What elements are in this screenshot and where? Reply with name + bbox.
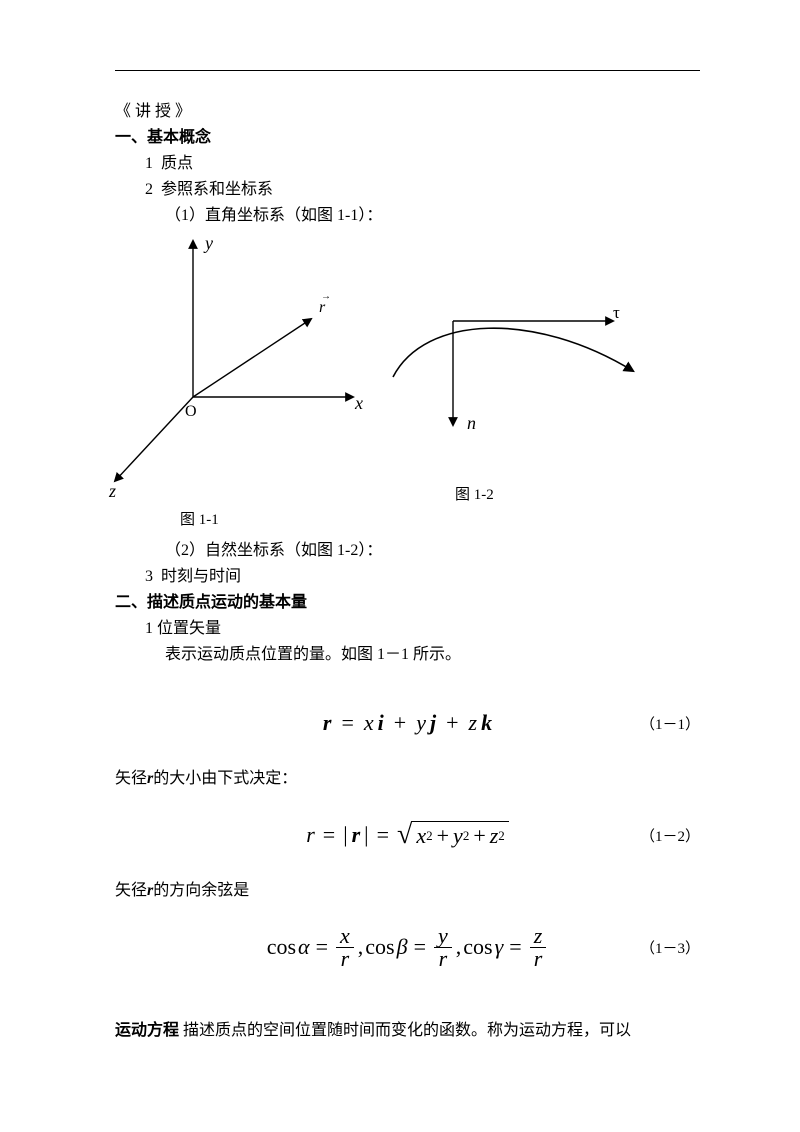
motion-lead: 运动方程 — [115, 1022, 179, 1039]
eq3-eq2: = — [414, 934, 426, 960]
eq1-i: i — [378, 710, 384, 736]
eq2-y: y — [453, 823, 463, 849]
eq2-tail: 的大小由下式决定： — [153, 770, 297, 787]
label-z: z — [109, 481, 116, 502]
eq2-r-abs: r — [352, 822, 361, 848]
eq3-beta: β — [397, 934, 408, 960]
section-1-title: 一、基本概念 — [115, 125, 700, 151]
item-1-3: 3 时刻与时间 — [145, 564, 700, 590]
eq3-eq3: = — [509, 934, 521, 960]
item-1-2a: （1）直角坐标系（如图 1-1）： — [165, 203, 700, 229]
eq3-frac-x: xr — [336, 925, 354, 970]
label-y: y — [205, 233, 213, 254]
axis-z — [115, 397, 193, 481]
eq1-r: r — [323, 710, 332, 736]
eq3-alpha: α — [298, 934, 310, 960]
eq2-plus1: + — [437, 823, 449, 849]
eq2-z: z — [490, 823, 499, 849]
item-1-2: 2 参照系和坐标系 — [145, 177, 700, 203]
equation-1-1: r = xi + yj + zk （1－1） — [115, 698, 700, 748]
eq3-tail: 的方向余弦是 — [153, 882, 249, 899]
eq2-plus2: + — [473, 823, 485, 849]
eq3-lead-line: 矢径r的方向余弦是 — [115, 878, 700, 904]
eq1-eq: = — [341, 710, 353, 736]
eq1-k: k — [481, 710, 492, 736]
eq3-cos-a: cos — [267, 934, 296, 960]
eq3-comma1: , — [358, 934, 364, 960]
section-2-title: 二、描述质点运动的基本量 — [115, 590, 700, 616]
eq2-eq1: = — [323, 822, 335, 848]
eq1-number: （1－1） — [640, 713, 700, 734]
page: 《 讲 授 》 一、基本概念 1 质点 2 参照系和坐标系 （1）直角坐标系（如… — [0, 0, 800, 1132]
item-1-2b: （2）自然坐标系（如图 1-2）： — [165, 538, 700, 564]
eq2-lead: 矢径 — [115, 770, 147, 787]
fig2-caption: 图 1-2 — [455, 483, 494, 504]
eq3-comma2: , — [456, 934, 462, 960]
eq2-r-lhs: r — [306, 822, 315, 848]
eq1-x: x — [364, 710, 374, 736]
eq2-abs-r: | — [364, 822, 368, 848]
top-rule — [115, 70, 700, 71]
eq2-x: x — [416, 823, 426, 849]
label-x: x — [355, 393, 363, 414]
motion-equation-para: 运动方程 描述质点的空间位置随时间而变化的函数。称为运动方程，可以 — [115, 1018, 700, 1044]
eq2-y2: 2 — [463, 828, 470, 844]
eq1-plus2: + — [446, 710, 458, 736]
label-n: n — [467, 413, 476, 434]
eq2-x2: 2 — [426, 828, 433, 844]
eq3-gamma: γ — [495, 934, 504, 960]
equation-1-3: cosα = xr , cosβ = yr , cosγ = zr （1－3） — [115, 922, 700, 972]
item-1-1: 1 质点 — [145, 151, 700, 177]
eq2-sqrt: √ x2 + y2 + z2 — [397, 821, 509, 849]
eq3-eq1: = — [316, 934, 328, 960]
figures-svg — [105, 233, 660, 493]
eq1-plus1: + — [394, 710, 406, 736]
eq1-y: y — [416, 710, 426, 736]
motion-rest: 描述质点的空间位置随时间而变化的函数。称为运动方程，可以 — [179, 1022, 631, 1039]
eq3-cos-b: cos — [365, 934, 394, 960]
eq3-lead: 矢径 — [115, 882, 147, 899]
fig1-caption: 图 1-1 — [180, 508, 219, 529]
eq1-j: j — [430, 710, 436, 736]
equation-1-2: r = |r| = √ x2 + y2 + z2 （1－2） — [115, 810, 700, 860]
label-tau: τ — [613, 303, 620, 323]
eq2-abs-l: | — [343, 822, 347, 848]
eq3-cos-g: cos — [463, 934, 492, 960]
eq2-z2: 2 — [498, 828, 505, 844]
vector-r — [193, 319, 311, 397]
eq3-number: （1－3） — [640, 937, 700, 958]
curve-path — [393, 328, 633, 377]
figures-row: y x z O →r τ n 图 1-1 图 1-2 — [115, 233, 700, 538]
eq1-z: z — [469, 710, 478, 736]
eq2-number: （1－2） — [640, 825, 700, 846]
lecture-title: 《 讲 授 》 — [115, 99, 700, 125]
eq3-frac-z: zr — [530, 925, 547, 970]
label-r: →r — [319, 299, 325, 317]
eq2-eq2: = — [377, 822, 389, 848]
eq3-frac-y: yr — [434, 925, 452, 970]
item-2-1: 1 位置矢量 — [145, 616, 700, 642]
item-2-1-desc: 表示运动质点位置的量。如图 1－1 所示。 — [165, 642, 700, 668]
label-o: O — [185, 403, 197, 421]
eq2-lead-line: 矢径r的大小由下式决定： — [115, 766, 700, 792]
